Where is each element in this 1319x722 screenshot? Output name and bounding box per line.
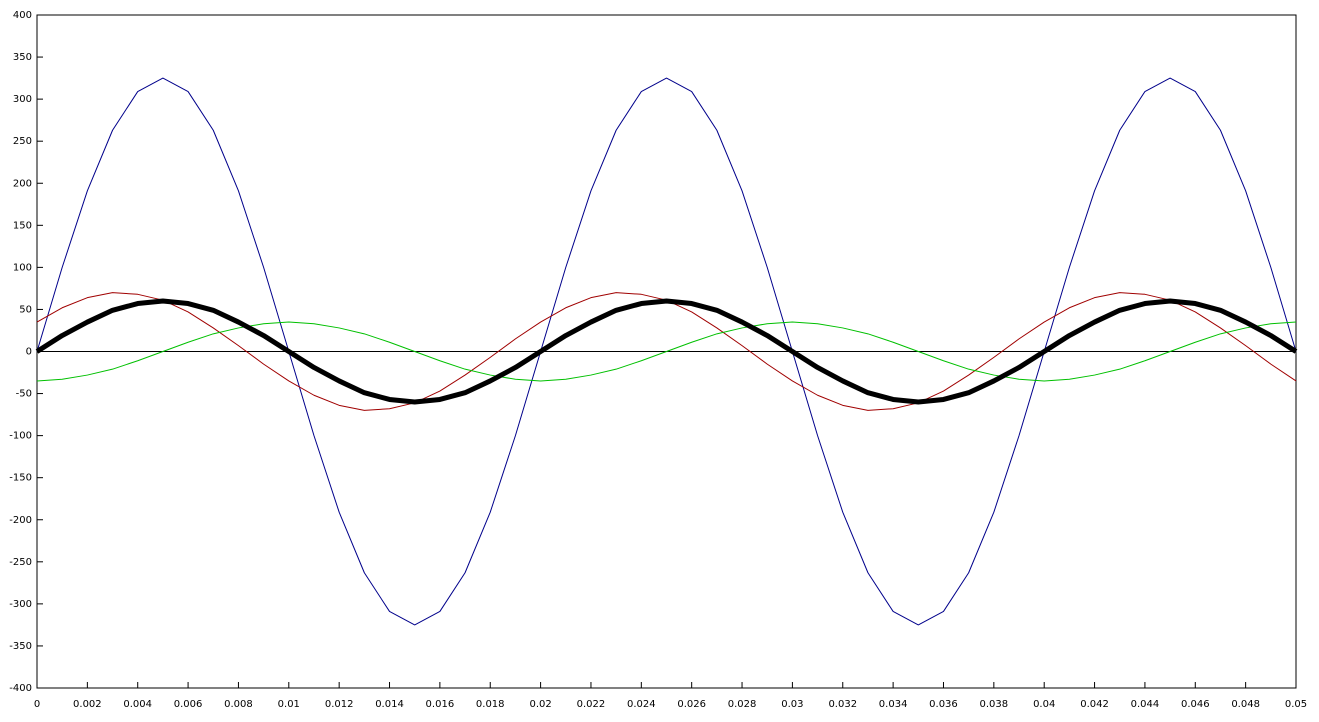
x-tick-label: 0.03 xyxy=(781,699,803,710)
x-tick-label: 0.034 xyxy=(879,699,908,710)
x-tick-label: 0.032 xyxy=(828,699,857,710)
y-tick-label: 400 xyxy=(13,10,32,21)
y-tick-label: 0 xyxy=(26,347,32,358)
x-tick-label: 0.024 xyxy=(627,699,656,710)
y-tick-label: -250 xyxy=(9,557,32,568)
x-tick-label: 0.026 xyxy=(677,699,706,710)
x-tick-label: 0.02 xyxy=(529,699,551,710)
y-tick-label: 100 xyxy=(13,262,32,273)
x-tick-label: 0.042 xyxy=(1080,699,1109,710)
x-tick-label: 0.016 xyxy=(426,699,455,710)
y-tick-label: -150 xyxy=(9,473,32,484)
x-tick-label: 0.014 xyxy=(375,699,404,710)
series-line xyxy=(36,77,1297,626)
x-tick-label: 0.022 xyxy=(577,699,606,710)
y-tick-label: 300 xyxy=(13,94,32,105)
x-tick-label: 0.018 xyxy=(476,699,505,710)
y-tick-label: 350 xyxy=(13,52,32,63)
x-tick-label: 0 xyxy=(34,699,40,710)
y-tick-label: -100 xyxy=(9,431,32,442)
x-tick-label: 0.044 xyxy=(1131,699,1160,710)
x-tick-label: 0.038 xyxy=(980,699,1009,710)
y-tick-label: -200 xyxy=(9,515,32,526)
y-tick-label: 150 xyxy=(13,220,32,231)
y-tick-label: -300 xyxy=(9,599,32,610)
y-tick-label: 250 xyxy=(13,136,32,147)
x-tick-label: 0.01 xyxy=(278,699,300,710)
x-tick-label: 0.008 xyxy=(224,699,253,710)
x-tick-label: 0.046 xyxy=(1181,699,1210,710)
x-tick-label: 0.048 xyxy=(1231,699,1260,710)
y-tick-label: -350 xyxy=(9,641,32,652)
x-tick-label: 0.028 xyxy=(728,699,757,710)
y-tick-label: -50 xyxy=(16,389,32,400)
x-tick-label: 0.006 xyxy=(174,699,203,710)
y-tick-label: -400 xyxy=(9,683,32,694)
series-line xyxy=(35,298,1298,405)
x-tick-label: 0.036 xyxy=(929,699,958,710)
y-tick-label: 50 xyxy=(19,304,32,315)
x-tick-label: 0.04 xyxy=(1033,699,1055,710)
y-tick-label: 200 xyxy=(13,178,32,189)
x-tick-label: 0.05 xyxy=(1285,699,1307,710)
x-tick-label: 0.004 xyxy=(123,699,152,710)
x-tick-label: 0.012 xyxy=(325,699,354,710)
x-tick-label: 0.002 xyxy=(73,699,102,710)
